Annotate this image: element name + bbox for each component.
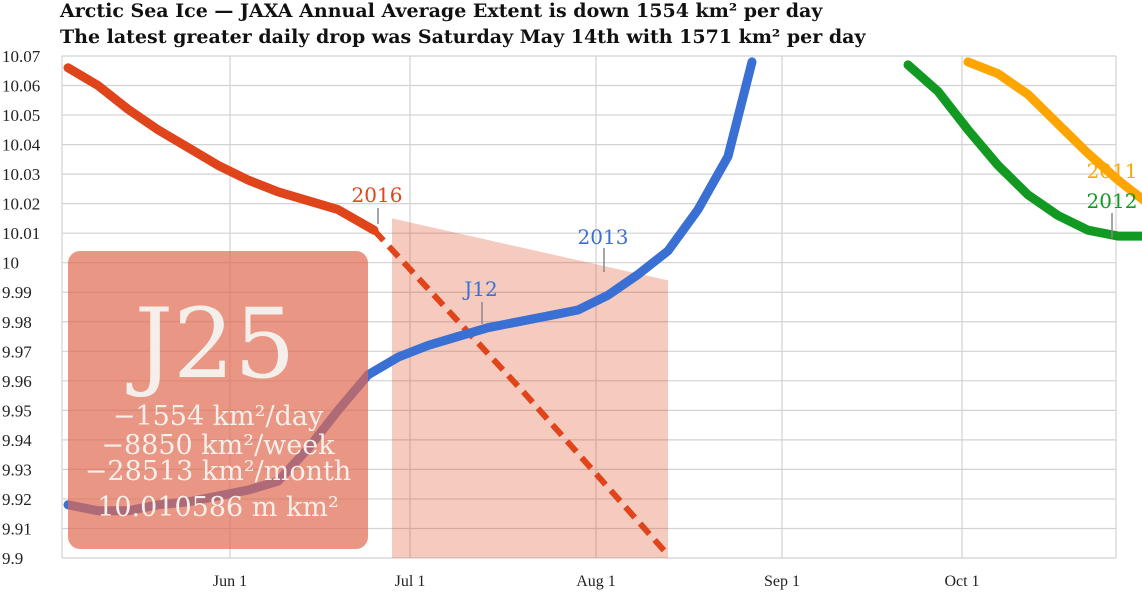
series-line-2016-projection [371,228,671,557]
y-tick-label: 9.99 [2,283,32,302]
y-tick-label: 9.94 [2,431,32,450]
y-tick-label: 10.02 [2,195,40,214]
y-tick-label: 9.91 [2,519,32,538]
series-line-2016 [63,63,379,235]
y-axis-ticks: 10.07 10.06 10.05 10.04 10.03 10.02 10.01 10 9.9… [2,47,41,568]
series-line-2011 [963,57,1142,205]
y-tick-label: 9.9 [2,549,23,568]
info-box-per-month: −28513 km²/month [85,456,351,487]
info-box: J25 −1554 km²/day −8850 km²/week −28513 … [68,251,368,549]
y-tick-label: 9.98 [2,313,32,332]
y-tick-label: 10.01 [2,224,40,243]
chart-title: Arctic Sea Ice — JAXA Annual Average Ext… [60,0,866,50]
y-tick-label: 9.95 [2,401,32,420]
info-box-background [68,251,368,549]
label-2013: 2013 [578,225,629,249]
x-tick-label: Jul 1 [395,573,426,590]
x-tick-label: Jun 1 [213,573,247,590]
y-tick-label: 10.03 [2,165,40,184]
x-tick-label: Sep 1 [764,573,800,590]
info-box-per-week: −8850 km²/week [101,430,335,461]
y-tick-label: 10.06 [2,77,40,96]
info-box-extent: 10.010586 m km² [97,492,339,523]
info-box-per-day: −1554 km²/day [113,401,324,432]
label-2012: 2012 [1087,189,1138,213]
series-line-2012 [903,60,1142,241]
info-box-id: J25 [126,288,296,400]
y-tick-label: 10.04 [2,136,41,155]
x-axis-ticks: Jun 1 Jul 1 Aug 1 Sep 1 Oct 1 [213,573,980,590]
label-2011: 2011 [1087,159,1138,183]
label-2016: 2016 [352,183,403,207]
chart-title-line2: The latest greater daily drop was Saturd… [60,26,866,48]
y-tick-label: 9.96 [2,372,32,391]
x-tick-label: Aug 1 [576,573,616,590]
y-tick-label: 9.93 [2,460,32,479]
y-tick-label: 10.07 [2,47,41,66]
label-j12: J12 [462,277,497,301]
y-tick-label: 10 [2,254,19,273]
chart-title-line1: Arctic Sea Ice — JAXA Annual Average Ext… [60,0,823,22]
y-tick-label: 9.97 [2,342,32,361]
series-labels: 2016 2013 J12 2011 2012 [352,159,1138,324]
y-tick-label: 9.92 [2,490,32,509]
y-tick-label: 10.05 [2,106,40,125]
x-tick-label: Oct 1 [944,573,979,590]
